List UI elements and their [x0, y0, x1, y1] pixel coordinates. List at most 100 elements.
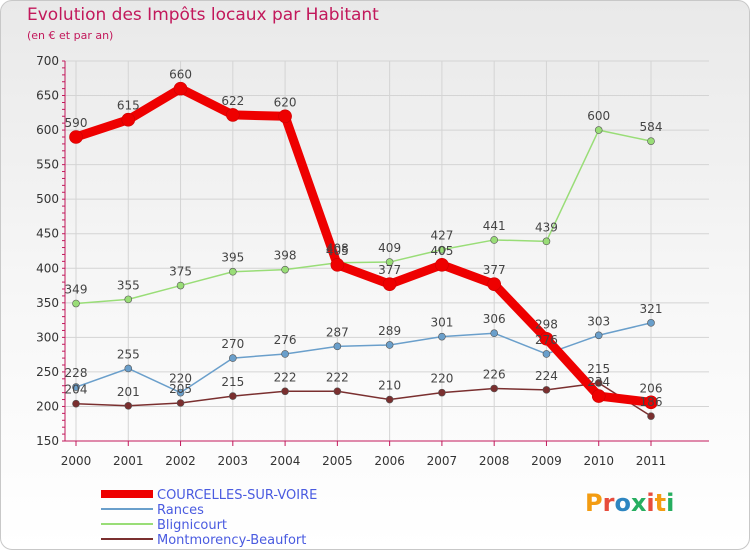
data-point-courcelles-sur-voire [539, 331, 554, 346]
data-label-rances: 287 [326, 325, 349, 339]
data-point-courcelles-sur-voire [121, 112, 136, 127]
data-point-courcelles-sur-voire [644, 395, 658, 410]
x-tick-label: 2006 [374, 454, 405, 468]
data-point-rances [438, 332, 446, 341]
data-point-rances [542, 350, 551, 358]
data-label-montmorency-beaufort: 224 [535, 369, 558, 383]
data-label-rances: 276 [535, 333, 558, 347]
x-tick-label: 2001 [113, 454, 144, 468]
data-label-rances: 228 [65, 366, 88, 380]
x-tick-label: 2003 [218, 454, 249, 468]
data-label-courcelles-sur-voire: 206 [640, 381, 663, 395]
data-label-montmorency-beaufort: 204 [65, 383, 88, 397]
chart-title: Evolution des Impôts locaux par Habitant [27, 5, 379, 25]
series-layer [69, 81, 658, 420]
y-tick-label: 650 [36, 89, 59, 103]
data-point-montmorency-beaufort [281, 387, 289, 396]
data-label-courcelles-sur-voire: 660 [169, 68, 192, 82]
series-line-courcelles-sur-voire [71, 84, 656, 407]
data-label-blignicourt: 600 [587, 109, 610, 123]
data-point-montmorency-beaufort [124, 401, 133, 410]
data-label-montmorency-beaufort: 222 [274, 370, 297, 384]
logo-letter: i [646, 489, 655, 517]
logo-letter: o [614, 489, 631, 517]
x-tick-label: 2008 [479, 454, 510, 468]
data-point-rances [490, 329, 498, 338]
x-tick-label: 2007 [427, 454, 458, 468]
logo-letter: P [585, 489, 603, 517]
data-label-courcelles-sur-voire: 298 [535, 318, 558, 332]
x-tick-label: 2010 [583, 454, 614, 468]
x-tick-label: 2002 [165, 454, 196, 468]
data-label-courcelles-sur-voire: 405 [326, 244, 349, 258]
data-label-blignicourt: 409 [378, 241, 401, 255]
data-label-blignicourt: 355 [117, 278, 140, 292]
y-tick-label: 500 [36, 192, 59, 206]
series-line-montmorency-beaufort [75, 382, 652, 417]
data-point-blignicourt [438, 245, 446, 254]
data-point-rances [176, 388, 185, 397]
data-point-rances [72, 383, 80, 391]
y-tick-label: 150 [36, 434, 59, 448]
data-label-rances: 270 [221, 337, 244, 351]
data-label-montmorency-beaufort: 201 [117, 385, 140, 399]
data-label-rances: 255 [117, 347, 140, 361]
data-point-montmorency-beaufort [229, 392, 237, 400]
y-tick-label: 600 [36, 123, 59, 137]
legend-label-courcelles-sur-voire: COURCELLES-SUR-VOIRE [157, 488, 317, 503]
data-point-rances [124, 364, 133, 373]
data-label-courcelles-sur-voire: 590 [65, 116, 88, 130]
x-tick-label: 2009 [531, 454, 562, 468]
data-point-rances [647, 319, 655, 327]
data-label-blignicourt: 395 [221, 251, 244, 265]
data-point-blignicourt [176, 281, 185, 290]
data-label-rances: 289 [378, 324, 401, 338]
data-point-rances [594, 331, 603, 340]
data-point-blignicourt [385, 258, 394, 266]
logo-letter: i [666, 489, 675, 517]
data-point-courcelles-sur-voire [487, 277, 501, 291]
data-label-montmorency-beaufort: 205 [169, 382, 192, 396]
data-label-montmorency-beaufort: 210 [378, 379, 401, 393]
data-label-blignicourt: 427 [430, 229, 453, 243]
data-point-montmorency-beaufort [542, 386, 551, 394]
data-label-blignicourt: 398 [274, 249, 297, 263]
data-point-courcelles-sur-voire [435, 258, 449, 272]
legend-label-montmorency-beaufort: Montmorency-Beaufort [157, 533, 306, 548]
data-point-blignicourt [490, 236, 498, 244]
data-point-blignicourt [229, 267, 237, 276]
data-point-montmorency-beaufort [176, 399, 185, 407]
data-point-courcelles-sur-voire [382, 277, 397, 291]
data-label-montmorency-beaufort: 222 [326, 370, 349, 384]
legend: COURCELLES-SUR-VOIRERancesBlignicourtMon… [101, 488, 317, 548]
data-point-montmorency-beaufort [647, 412, 655, 420]
data-label-montmorency-beaufort: 215 [587, 362, 610, 376]
logo-letter: x [630, 489, 647, 517]
data-point-courcelles-sur-voire [278, 109, 292, 124]
data-label-montmorency-beaufort: 220 [430, 372, 453, 386]
data-point-rances [229, 354, 237, 362]
data-point-rances [281, 350, 289, 358]
data-label-rances: 303 [587, 314, 610, 328]
axes-layer: 150 200 250 300 350 400 450 500 550 600 650 700 2000… [36, 54, 709, 468]
y-tick-label: 550 [36, 158, 59, 172]
data-label-blignicourt: 349 [65, 283, 88, 297]
data-label-courcelles-sur-voire: 377 [483, 263, 506, 277]
series-line-blignicourt [75, 129, 652, 305]
y-tick-label: 700 [36, 54, 59, 68]
x-tick-label: 2004 [270, 454, 301, 468]
data-point-montmorency-beaufort [490, 384, 498, 393]
y-tick-label: 200 [36, 399, 59, 413]
data-point-rances [385, 341, 394, 349]
data-label-courcelles-sur-voire: 405 [430, 244, 453, 258]
chart-subtitle: (en € et par an) [27, 29, 114, 42]
data-point-courcelles-sur-voire [69, 130, 83, 144]
y-tick-label: 250 [36, 365, 59, 379]
data-point-blignicourt [281, 265, 289, 274]
data-point-blignicourt [72, 299, 80, 308]
data-label-rances: 301 [430, 316, 453, 330]
data-point-montmorency-beaufort [385, 395, 394, 404]
data-point-blignicourt [124, 295, 133, 304]
data-point-montmorency-beaufort [438, 388, 446, 397]
